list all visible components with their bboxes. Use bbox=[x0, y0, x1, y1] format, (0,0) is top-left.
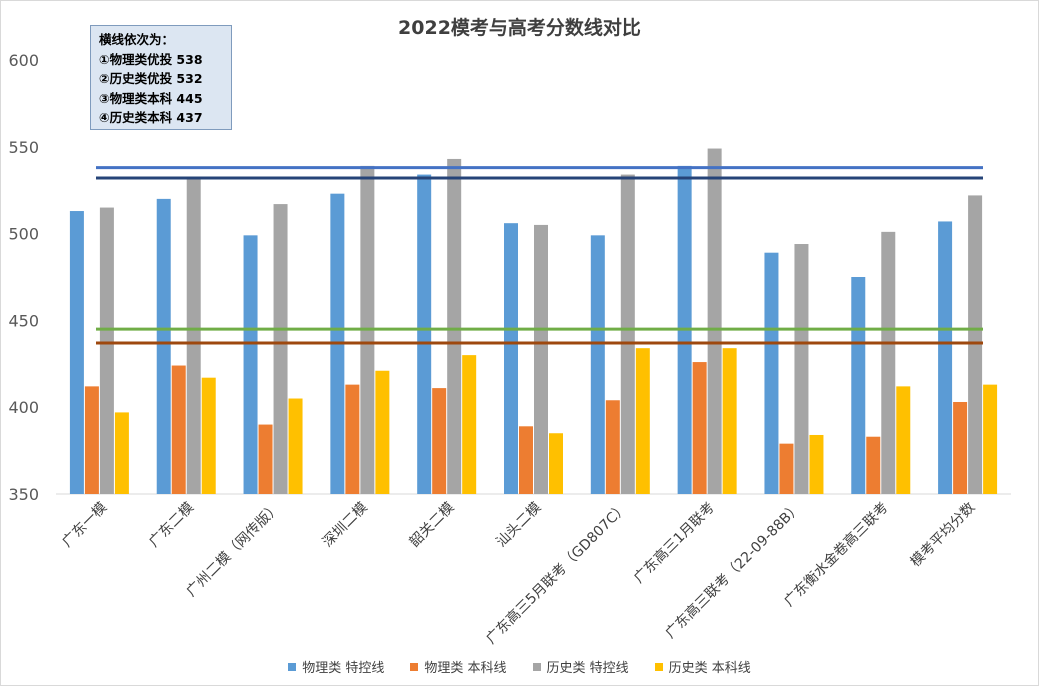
x-category-label: 广东二模 bbox=[146, 500, 197, 551]
legend-swatch bbox=[410, 662, 419, 671]
bar bbox=[417, 174, 432, 495]
legend-label: 历史类 特控线 bbox=[546, 661, 629, 676]
bar bbox=[447, 158, 462, 494]
bar bbox=[519, 426, 533, 494]
legend-item: 物理类 本科线 bbox=[410, 657, 507, 676]
bar bbox=[953, 401, 968, 494]
bar bbox=[549, 433, 563, 494]
x-category-label: 深圳二模 bbox=[320, 500, 371, 551]
bar bbox=[84, 386, 99, 494]
bar bbox=[186, 178, 201, 494]
note-line-1: ①物理类优投 538 bbox=[99, 51, 203, 67]
bar bbox=[273, 204, 288, 494]
legend-swatch bbox=[654, 662, 663, 671]
legend-item: 历史类 本科线 bbox=[654, 657, 751, 676]
bar bbox=[534, 224, 548, 495]
x-category-label: 模考平均分数 bbox=[908, 500, 979, 571]
bar bbox=[432, 388, 447, 494]
x-category-label: 广东高三1月联考 bbox=[630, 499, 718, 587]
bar bbox=[809, 434, 824, 494]
bar bbox=[764, 252, 779, 494]
y-tick-label: 600 bbox=[8, 51, 39, 70]
x-category-label: 广东高三联考（22-09-88B） bbox=[662, 499, 805, 642]
bar bbox=[462, 355, 477, 494]
bar bbox=[851, 277, 866, 494]
note-line-2: ②历史类优投 532 bbox=[99, 71, 203, 86]
bar bbox=[938, 221, 953, 494]
legend-label: 历史类 本科线 bbox=[668, 661, 751, 676]
y-tick-label: 500 bbox=[8, 225, 39, 244]
legend-swatch bbox=[288, 662, 297, 671]
legend-swatch bbox=[532, 662, 541, 671]
chart-title: 2022模考与高考分数线对比 bbox=[398, 17, 641, 39]
bar bbox=[794, 244, 809, 494]
bar bbox=[288, 398, 303, 494]
reference-line-note: 横线依次为： ①物理类优投 538 ②历史类优投 532 ③物理类本科 445 … bbox=[90, 25, 232, 130]
bar bbox=[590, 235, 605, 494]
note-line-3: ③物理类本科 445 bbox=[99, 90, 203, 106]
bar bbox=[983, 384, 998, 494]
bar bbox=[504, 223, 518, 494]
bar bbox=[201, 377, 216, 494]
bar bbox=[896, 386, 911, 494]
bar bbox=[866, 436, 881, 494]
y-tick-label: 450 bbox=[8, 311, 39, 330]
bar bbox=[114, 412, 129, 494]
legend-label: 物理类 特控线 bbox=[302, 661, 385, 676]
legend-label: 物理类 本科线 bbox=[424, 661, 507, 676]
bar bbox=[99, 207, 114, 494]
y-tick-label: 550 bbox=[8, 138, 39, 157]
bar bbox=[69, 211, 84, 495]
chart-legend: 物理类 特控线 物理类 本科线 历史类 特控线 历史类 本科线 bbox=[1, 657, 1038, 676]
bar bbox=[156, 198, 171, 494]
bar bbox=[243, 235, 258, 494]
bar bbox=[258, 424, 273, 494]
bar bbox=[707, 148, 722, 494]
bar bbox=[605, 400, 620, 494]
legend-item: 物理类 特控线 bbox=[288, 657, 384, 676]
note-header: 横线依次为： bbox=[99, 32, 175, 47]
bar bbox=[968, 195, 983, 494]
x-category-label: 韶关二模 bbox=[407, 500, 458, 551]
x-category-label: 广州二模（网传版） bbox=[183, 500, 283, 600]
bar bbox=[620, 174, 635, 495]
bar bbox=[635, 348, 650, 494]
bar bbox=[692, 362, 707, 494]
legend-item: 历史类 特控线 bbox=[532, 657, 629, 676]
y-tick-label: 350 bbox=[8, 485, 39, 504]
bar bbox=[779, 443, 794, 494]
bar bbox=[881, 231, 896, 494]
x-category-label: 汕头二模 bbox=[493, 500, 544, 551]
bar bbox=[375, 370, 390, 494]
bar bbox=[345, 384, 360, 494]
note-line-4: ④历史类本科 437 bbox=[99, 110, 203, 125]
bar bbox=[722, 348, 737, 494]
bar bbox=[171, 365, 186, 494]
x-category-label: 广东高三5月联考（GD807C） bbox=[483, 499, 632, 648]
x-category-label: 广东一模 bbox=[59, 500, 110, 551]
y-tick-label: 400 bbox=[8, 398, 39, 417]
